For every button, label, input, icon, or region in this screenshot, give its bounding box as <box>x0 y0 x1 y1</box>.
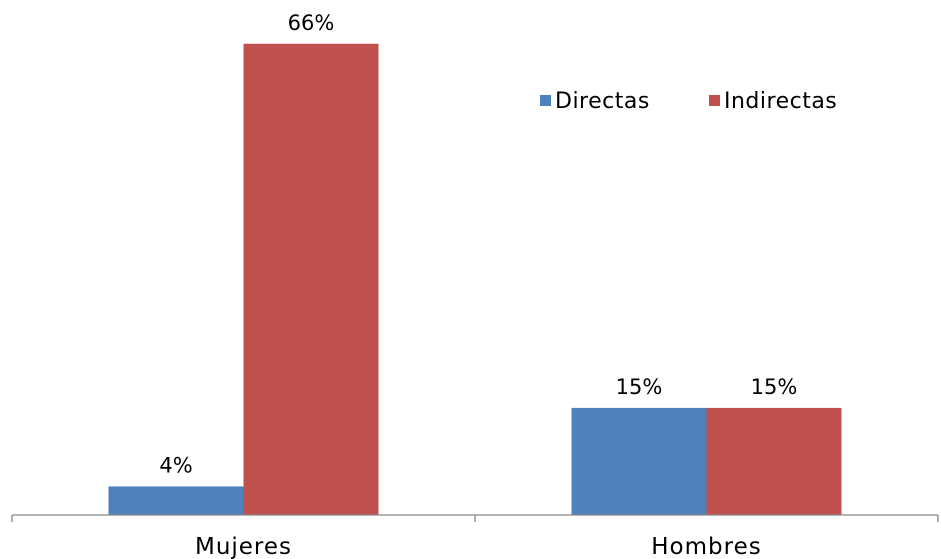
data-label-directas-hombres: 15% <box>616 375 663 399</box>
x-axis: Mujeres Hombres <box>11 514 939 559</box>
category-label-hombres: Hombres <box>651 534 761 559</box>
bar-indirectas-hombres <box>706 407 842 515</box>
legend-swatch-directas <box>540 95 551 106</box>
bar-indirectas-mujeres <box>243 43 379 515</box>
data-label-indirectas-hombres: 15% <box>751 375 798 399</box>
legend-label-directas: Directas <box>555 89 650 114</box>
legend-swatch-indirectas <box>709 95 720 106</box>
data-label-directas-mujeres: 4% <box>159 453 192 477</box>
data-label-indirectas-mujeres: 66% <box>288 11 335 35</box>
bar-directas-hombres <box>571 407 707 515</box>
legend: Directas Indirectas <box>540 89 837 114</box>
data-labels-group: 4% 66% 15% 15% <box>159 11 797 478</box>
legend-label-indirectas: Indirectas <box>724 89 837 114</box>
bar-directas-mujeres <box>108 486 244 515</box>
category-label-mujeres: Mujeres <box>195 534 292 559</box>
bars-group <box>108 43 842 515</box>
